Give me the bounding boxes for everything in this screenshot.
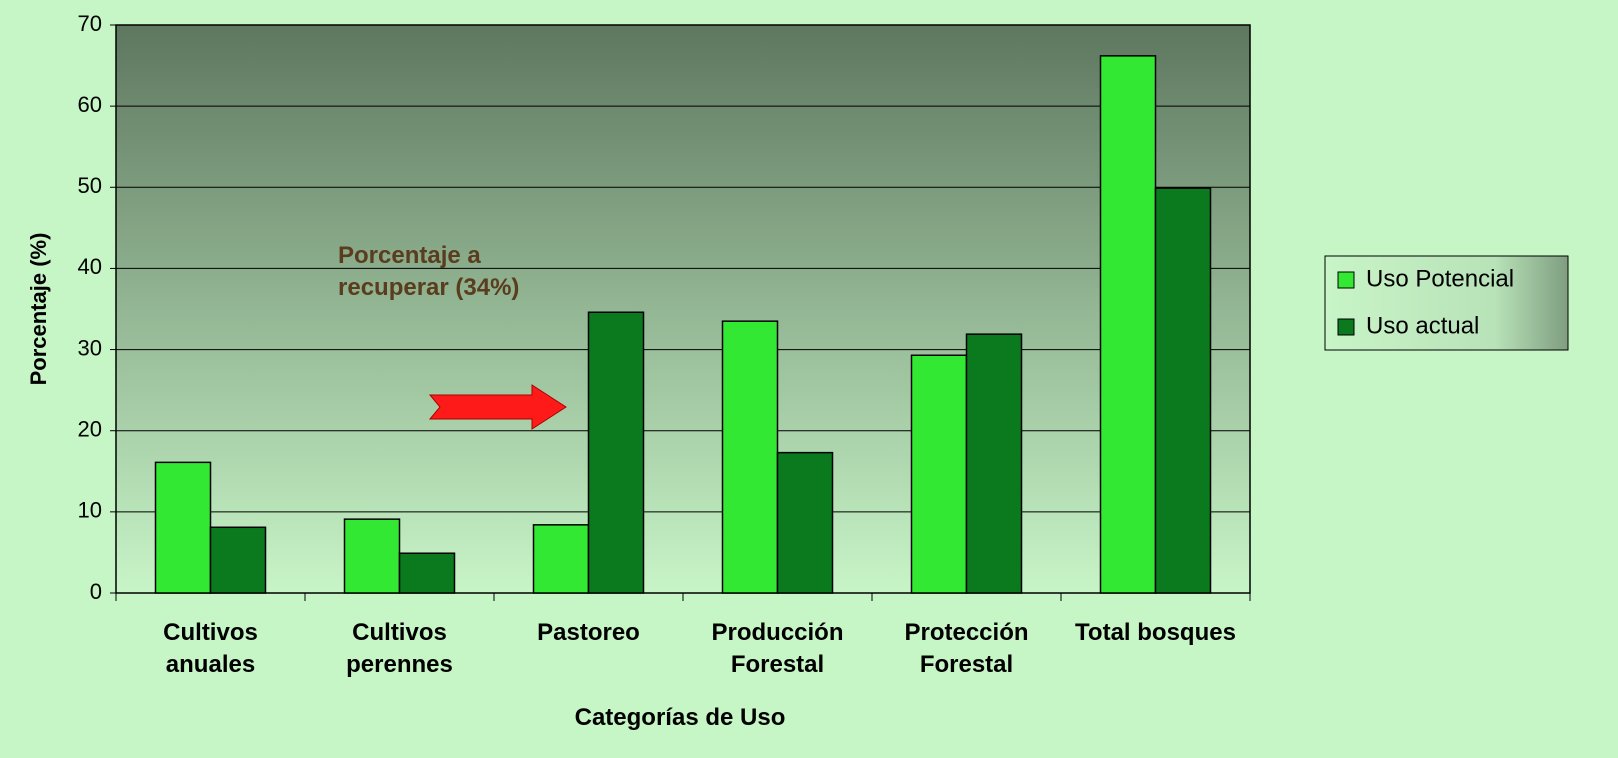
x-tick-label: Protección Forestal <box>904 619 1029 678</box>
bar <box>532 524 590 594</box>
y-tick-label: 70 <box>78 11 102 36</box>
y-tick-label: 0 <box>90 579 102 604</box>
y-tick-label: 30 <box>78 335 102 360</box>
bar <box>1154 187 1212 594</box>
bar <box>1099 55 1157 594</box>
x-tick-label: Pastoreo <box>537 619 640 646</box>
y-axis-title: Porcentaje (%) <box>26 233 51 386</box>
bar <box>209 526 267 594</box>
bar <box>721 320 779 594</box>
y-tick-label: 60 <box>78 92 102 117</box>
legend-swatch <box>1337 271 1355 289</box>
annotation: Porcentaje a recuperar (34%) <box>338 242 520 301</box>
bar <box>910 354 968 594</box>
y-tick-label: 20 <box>78 417 102 442</box>
legend <box>1324 255 1569 351</box>
bar <box>587 311 645 594</box>
x-tick-label: Total bosques <box>1075 619 1236 646</box>
x-tick-label: Cultivos anuales <box>163 619 258 678</box>
y-tick-label: 10 <box>78 498 102 523</box>
y-tick-label: 40 <box>78 254 102 279</box>
legend-label: Uso Potencial <box>1366 265 1514 292</box>
plot-area <box>115 24 1251 594</box>
bar <box>343 518 401 594</box>
x-axis-title: Categorías de Uso <box>574 704 786 731</box>
x-tick-label: Producción Forestal <box>711 619 844 678</box>
bar <box>965 333 1023 594</box>
arrow <box>428 384 567 430</box>
legend-label: Uso actual <box>1366 312 1479 339</box>
legend-swatch <box>1337 318 1355 336</box>
x-tick-label: Cultivos perennes <box>346 619 453 678</box>
bar <box>398 552 456 594</box>
y-tick-label: 50 <box>78 173 102 198</box>
bar <box>776 451 834 594</box>
bar <box>154 461 212 594</box>
